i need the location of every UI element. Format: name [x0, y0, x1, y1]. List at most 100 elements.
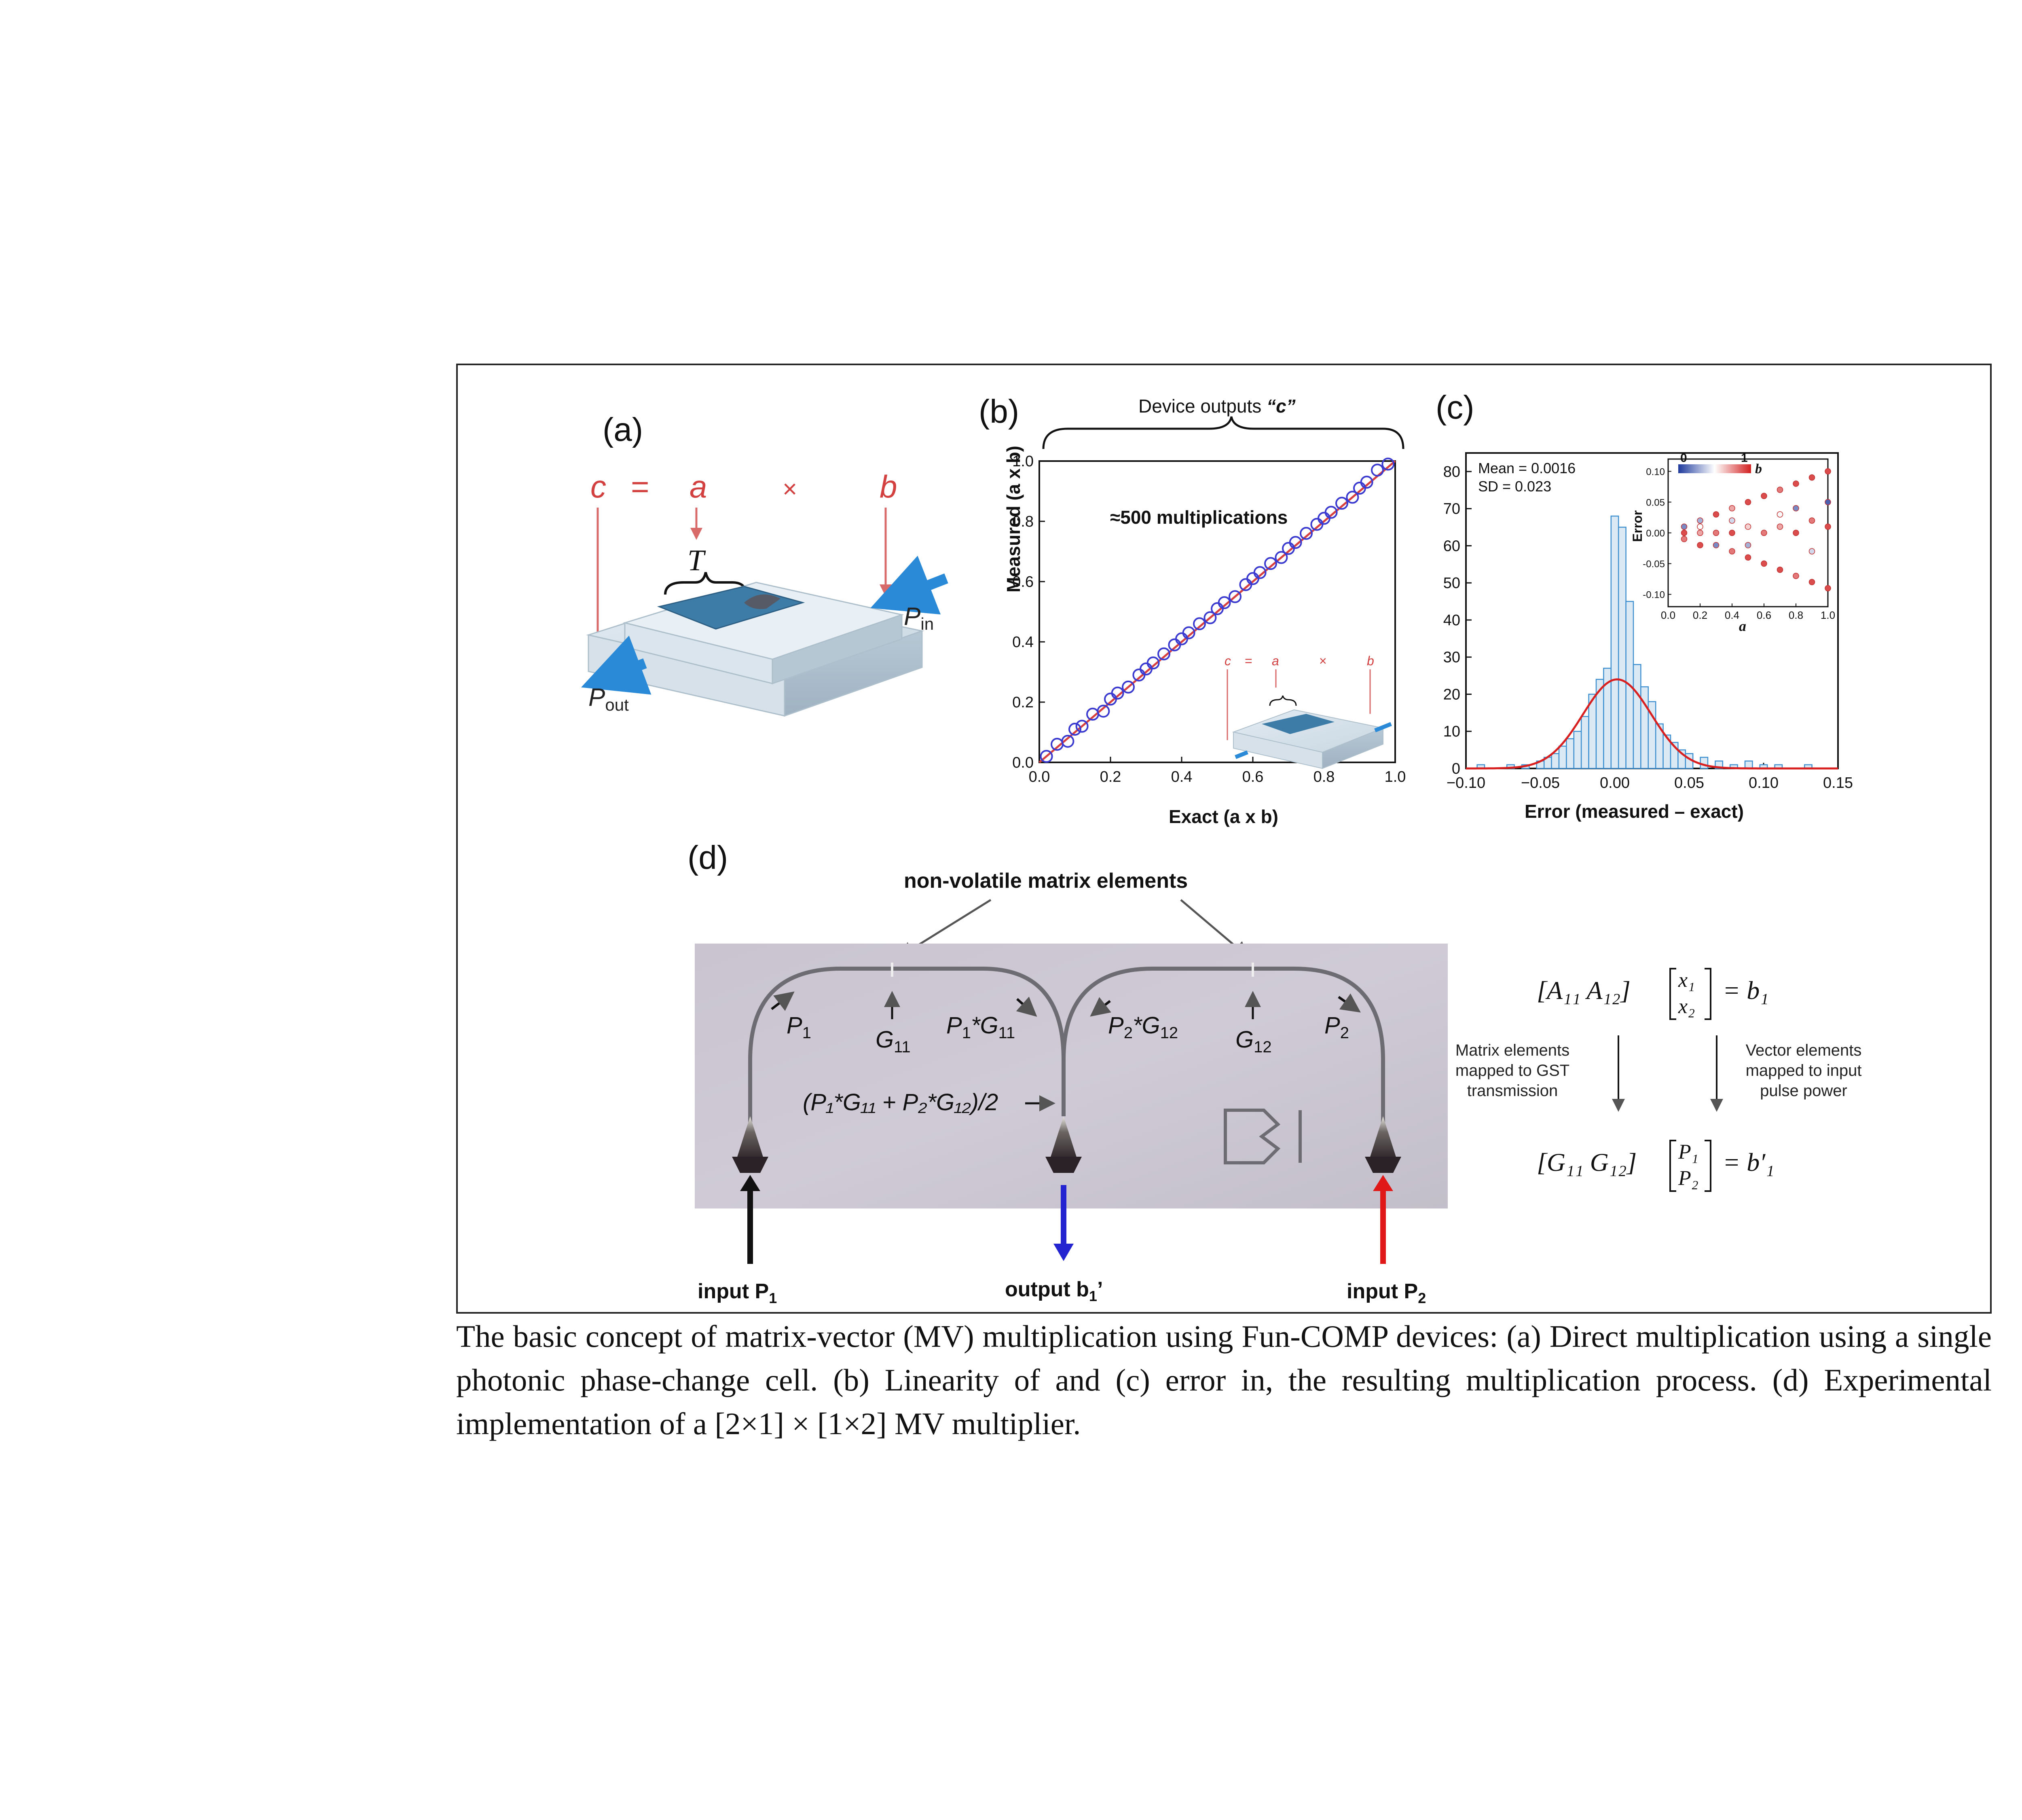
c-inset-ytick-label: 0.10	[1646, 466, 1665, 477]
c-hist-bar	[1618, 527, 1626, 769]
svg-text:x₁: x₁	[1678, 969, 1695, 992]
c-xtick-label: −0.10	[1447, 775, 1485, 791]
b-plot-frame	[1038, 460, 1396, 763]
c-xtick-label: 0.15	[1823, 775, 1853, 791]
b-data-point	[1157, 647, 1170, 660]
chip-labels: P1 G11 P1*G11 P2*G12 G12 P2 (P₁*G₁₁ + P₂…	[771, 991, 1361, 1115]
svg-text:mapped to GST: mapped to GST	[1455, 1062, 1569, 1079]
svg-text:output b1’: output b1’	[1005, 1278, 1103, 1304]
c-inset-xlabel: a	[1739, 618, 1746, 634]
c-ytick-label: 50	[1443, 575, 1460, 592]
svg-text:P1*G11: P1*G11	[946, 1012, 1015, 1042]
grating-couplers	[732, 1116, 1401, 1173]
b-fit-line	[1038, 460, 1396, 763]
c-inset-ytick-label: -0.05	[1643, 559, 1665, 570]
c-inset-point	[1745, 499, 1751, 506]
c-hist-bar	[1633, 664, 1641, 769]
svg-text:pulse power: pulse power	[1760, 1082, 1847, 1100]
input-arrow	[870, 555, 948, 615]
c-mean: Mean = 0.0016	[1478, 460, 1576, 476]
panel-c-label: (c)	[1436, 389, 1474, 426]
c-inset-xtick-label: 0.6	[1757, 609, 1771, 621]
b-data-point	[1218, 596, 1231, 609]
label-pin: Pin	[904, 603, 934, 633]
b-xtick-label: 1.0	[1385, 768, 1406, 785]
c-inset-point	[1777, 487, 1783, 493]
eq-equals: =	[631, 469, 649, 504]
colorbar-max: 1	[1741, 451, 1748, 465]
c-ytick-label: 10	[1443, 723, 1460, 740]
svg-text:Vector elements: Vector elements	[1746, 1041, 1862, 1059]
b-data-point	[1075, 720, 1089, 733]
b-xtick-label: 0.6	[1242, 768, 1264, 785]
c-ytick-label: 70	[1443, 501, 1460, 518]
c-ytick-label: 0	[1452, 760, 1460, 777]
c-inset-point	[1761, 529, 1767, 536]
c-hist-bar	[1551, 753, 1560, 769]
c-inset-point	[1713, 542, 1720, 548]
panel-a: (a) c = a × b T	[581, 411, 948, 717]
svg-text:c: c	[1225, 654, 1231, 668]
eq-top: [A₁₁ A₁₂]	[1537, 976, 1631, 1005]
b-inset-device: c = a × b	[1225, 654, 1392, 769]
svg-text:P1: P1	[787, 1012, 811, 1042]
b-xtick-label: 0.0	[1029, 768, 1050, 785]
b-data-point	[1335, 497, 1348, 510]
waveguide	[748, 967, 1385, 1161]
panel-a-label: (a)	[603, 411, 643, 448]
b-data-point	[1097, 705, 1110, 718]
svg-text:= b′₁: = b′₁	[1723, 1148, 1774, 1177]
c-inset-point	[1697, 542, 1703, 548]
output-arrow	[581, 635, 651, 695]
figure-frame	[456, 364, 1992, 1314]
c-xtick-label: 0.10	[1749, 775, 1779, 791]
b-data-point	[1360, 476, 1373, 489]
eq-times: ×	[783, 475, 797, 503]
device-outputs-brace	[1042, 416, 1404, 449]
c-inset-point	[1729, 505, 1735, 512]
c-inset-point	[1745, 542, 1751, 548]
b-data-point	[1264, 557, 1277, 570]
c-inset-point	[1745, 523, 1751, 530]
c-inset-point	[1681, 535, 1688, 542]
brace-T	[664, 572, 747, 595]
b-data-point	[1346, 491, 1359, 504]
b-data-point	[1068, 723, 1081, 736]
c-inset-point	[1808, 548, 1815, 554]
c-inset-point	[1697, 523, 1703, 530]
colorbar-min: 0	[1680, 451, 1687, 465]
c-ytick-label: 60	[1443, 538, 1460, 554]
svg-text:input P2: input P2	[1347, 1280, 1426, 1306]
c-inset-point	[1713, 529, 1720, 536]
scatter-chart-b: 0.0 0.2 0.4 0.6 0.8 1.0 0.0 0.2 0.4 0.6 0.8 1.0	[1012, 453, 1406, 785]
svg-text:=: =	[1245, 654, 1252, 668]
c-inset-point	[1793, 505, 1799, 512]
c-inset-point	[1713, 511, 1720, 518]
c-inset-xtick-label: 0.8	[1789, 609, 1803, 621]
svg-text:G11: G11	[876, 1026, 911, 1056]
c-inset-point	[1825, 523, 1831, 530]
c-inset-point	[1729, 548, 1735, 554]
c-hist-bar	[1700, 757, 1709, 769]
panel-c: (c) −0.10 −0.05 0.00 0.05 0.10 0.150102030405…	[1436, 389, 1853, 822]
c-inset-xtick-label: 1.0	[1821, 609, 1835, 621]
c-hist-bar	[1566, 738, 1575, 769]
panel-d-label: (d)	[687, 839, 728, 876]
c-inset-point	[1825, 468, 1831, 475]
svg-text:= b₁: = b₁	[1723, 976, 1768, 1005]
c-inset-point	[1761, 560, 1767, 567]
c-inset-point	[1729, 517, 1735, 524]
c-inset-ytick-label: -0.10	[1643, 590, 1665, 601]
c-inset-ylabel: Error	[1630, 510, 1645, 542]
b-xlabel: Exact (a x b)	[1169, 806, 1278, 827]
svg-text:P₁: P₁	[1678, 1141, 1698, 1164]
c-inset-ytick-label: 0.00	[1646, 528, 1665, 539]
b-data-point	[1111, 686, 1124, 700]
svg-text:b: b	[1367, 654, 1374, 668]
svg-text:x₂: x₂	[1678, 995, 1695, 1018]
b-ytick-label: 0.6	[1012, 574, 1034, 590]
colorbar-label: b	[1755, 461, 1762, 476]
c-inset-frame	[1667, 458, 1829, 607]
